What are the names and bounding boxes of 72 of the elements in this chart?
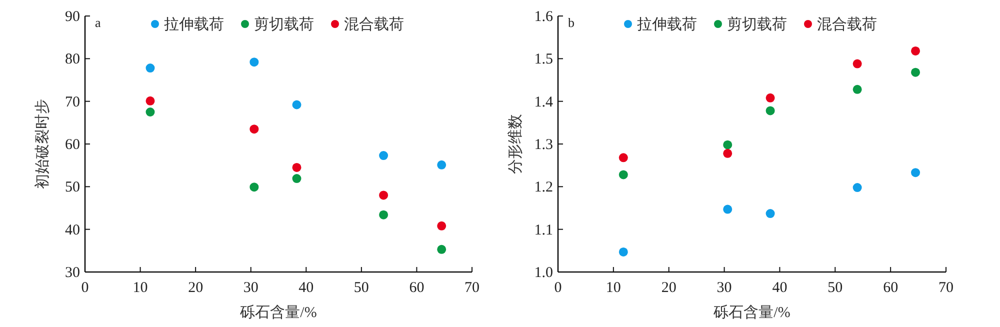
point xyxy=(437,160,446,170)
legend-label: 拉伸载荷 xyxy=(164,16,224,33)
point xyxy=(146,96,155,106)
y-tick-label: 1.6 xyxy=(534,9,554,25)
point xyxy=(766,209,775,218)
point xyxy=(146,64,155,73)
point xyxy=(723,148,732,158)
legend-label: 剪切载荷 xyxy=(727,16,787,33)
y-axis-title: 分形维数 xyxy=(507,114,524,174)
x-axis-title: 砾石含量/% xyxy=(712,304,790,321)
point xyxy=(250,182,259,192)
x-tick-label: 0 xyxy=(554,280,562,296)
point xyxy=(379,210,388,220)
point xyxy=(911,168,920,178)
x-tick-label: 60 xyxy=(883,280,898,296)
point xyxy=(379,190,388,200)
x-tick-label: 10 xyxy=(606,280,621,296)
x-tick-label: 10 xyxy=(132,280,148,296)
x-tick-label: 60 xyxy=(409,280,424,296)
y-tick-label: 40 xyxy=(65,222,80,238)
point xyxy=(911,68,920,77)
chart-title: a xyxy=(95,15,101,30)
y-tick-label: 30 xyxy=(65,265,80,281)
y-tick-label: 1.1 xyxy=(534,222,553,238)
y-tick-label: 1.4 xyxy=(534,94,554,110)
y-axis-title: 初始破裂时步 xyxy=(34,99,51,189)
x-tick-label: 30 xyxy=(243,280,258,296)
y-tick-label: 1.0 xyxy=(534,265,553,281)
point xyxy=(723,204,732,214)
x-tick-label: 30 xyxy=(716,280,732,296)
x-tick-label: 20 xyxy=(661,280,676,296)
x-tick-label: 70 xyxy=(938,280,954,296)
point xyxy=(379,151,388,160)
point xyxy=(618,247,628,256)
legend-label: 混合载荷 xyxy=(817,16,877,33)
legend-label: 混合载荷 xyxy=(344,16,404,33)
point xyxy=(250,124,259,134)
point xyxy=(292,162,302,172)
x-tick-label: 20 xyxy=(188,280,204,296)
point xyxy=(618,153,628,162)
y-tick-label: 1.2 xyxy=(534,180,553,196)
point xyxy=(437,221,446,230)
y-tick-label: 1.3 xyxy=(534,137,553,153)
point xyxy=(911,46,920,56)
y-tick-label: 50 xyxy=(65,180,80,196)
point xyxy=(766,93,775,102)
legend-label: 剪切载荷 xyxy=(254,16,314,33)
y-tick-label: 1.5 xyxy=(534,52,553,68)
x-tick-label: 40 xyxy=(772,280,788,296)
point xyxy=(618,170,628,180)
x-tick-label: 50 xyxy=(354,280,369,296)
x-tick-label: 40 xyxy=(298,280,314,296)
point xyxy=(852,84,862,94)
point xyxy=(292,174,302,184)
y-tick-label: 60 xyxy=(65,137,80,153)
point xyxy=(292,100,302,110)
y-tick-label: 80 xyxy=(65,52,80,68)
y-tick-label: 70 xyxy=(65,94,80,110)
point xyxy=(250,58,259,67)
point xyxy=(852,59,862,68)
point xyxy=(146,108,155,116)
chart-title: b xyxy=(568,15,574,30)
point xyxy=(723,140,732,150)
point xyxy=(852,183,862,192)
y-tick-label: 90 xyxy=(65,9,80,25)
legend-label: 拉伸载荷 xyxy=(637,16,697,33)
x-tick-label: 70 xyxy=(464,280,480,296)
x-axis-title: 砾石含量/% xyxy=(239,304,317,321)
x-tick-label: 0 xyxy=(81,280,89,296)
point xyxy=(437,244,446,254)
x-tick-label: 50 xyxy=(828,280,843,296)
point xyxy=(766,106,775,116)
